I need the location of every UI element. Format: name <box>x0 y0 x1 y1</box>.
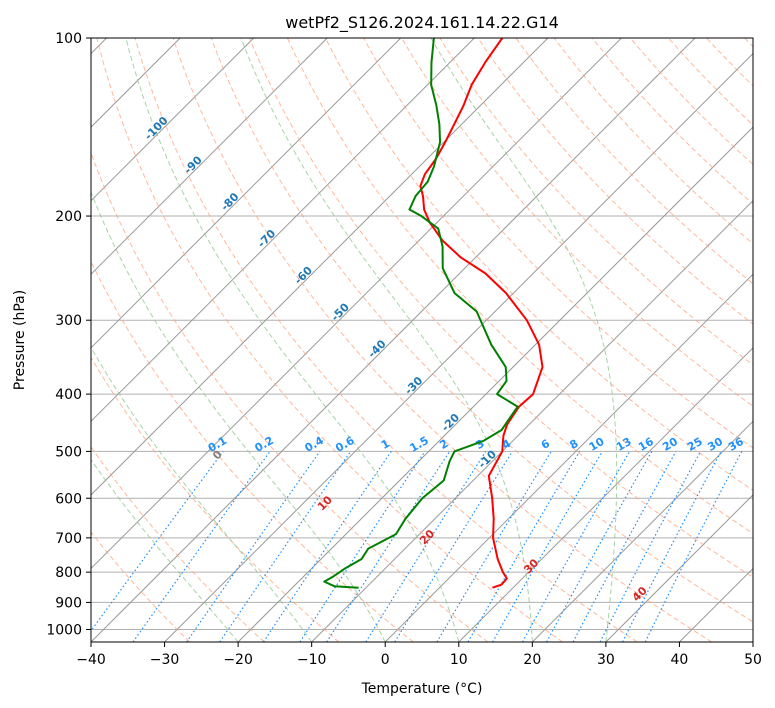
x-tick-label: 20 <box>523 652 541 668</box>
x-tick-label: 0 <box>381 652 390 668</box>
x-tick-label: 40 <box>671 652 689 668</box>
mixing-ratio-line <box>219 451 352 642</box>
x-tick-label: 30 <box>597 652 615 668</box>
skewed-isotherm-line <box>91 38 475 423</box>
skewed-isotherm-line <box>91 38 328 275</box>
moist-adiabat-line <box>91 346 313 642</box>
dry-adiabat-line <box>91 356 340 642</box>
x-tick-label: −20 <box>223 652 253 668</box>
dewpoint-profile-line <box>323 38 519 589</box>
y-axis-title: Pressure (hPa) <box>12 290 28 390</box>
plot-frame <box>90 37 754 643</box>
mixing-ratio-line <box>467 451 581 642</box>
mixing-ratio-line <box>521 451 631 642</box>
dry-adiabat-line <box>91 260 414 642</box>
dry-adiabat-line <box>668 38 753 126</box>
isotherm-label: -40 <box>365 337 388 360</box>
y-tick-label: 600 <box>55 491 82 507</box>
dry-adiabat-line <box>744 38 753 48</box>
x-tick-label: 50 <box>744 652 762 668</box>
dry-adiabat-line <box>96 38 563 642</box>
mixing-ratio-line <box>572 451 677 642</box>
skewed-isotherm-line <box>91 38 622 570</box>
moist-adiabat-line <box>430 38 618 642</box>
mixing-ratio-line <box>546 451 653 642</box>
skewed-isotherm-line <box>458 347 753 642</box>
skewed-isotherm-line <box>237 126 753 642</box>
mixing-ratio-line <box>599 451 702 642</box>
isotherm-label: -60 <box>292 264 315 287</box>
tick-layer: −40 −30 −20 −10 0 10 20 30 40 50 100 200 300 400 500 60… <box>46 31 762 668</box>
mixing-ratio-line <box>436 451 552 642</box>
moist-adiabat-line <box>240 38 533 642</box>
mixing-ratio-label: 6 <box>539 437 552 452</box>
mixing-ratio-line <box>365 451 487 642</box>
mixing-ratio-line <box>326 451 451 642</box>
mixing-ratio-line <box>492 451 603 642</box>
y-tick-label: 800 <box>55 565 82 581</box>
skewed-isotherm-line <box>91 38 402 349</box>
mixing-ratio-line <box>622 451 722 642</box>
y-tick-label: 400 <box>55 387 82 403</box>
dry-adiabat-line <box>401 38 753 407</box>
series-layer <box>323 38 544 589</box>
y-tick-label: 200 <box>55 209 82 225</box>
skewed-isotherm-line <box>91 38 255 202</box>
dry-adiabat-line <box>91 445 265 642</box>
dry-adiabat-line <box>210 38 753 623</box>
skewed-isotherm-line <box>384 273 753 642</box>
dry-adiabat-line <box>477 38 753 325</box>
skewed-isotherm-line <box>91 38 696 642</box>
x-tick-label: −30 <box>150 652 180 668</box>
grid-layer: 0.1 0.2 0.4 0.6 1 1.5 2 3 4 6 8 10 13 16 20 25 30 36-100-… <box>91 38 753 642</box>
x-tick-label: 10 <box>450 652 468 668</box>
y-tick-label: 900 <box>55 595 82 611</box>
dry-adiabat-line <box>91 531 191 642</box>
dry-adiabat-line <box>553 38 753 245</box>
dry-adiabat-line <box>591 38 753 205</box>
moist-adiabat-line <box>91 190 386 642</box>
dry-adiabat-line <box>172 38 713 642</box>
isotherm-label: -80 <box>218 190 241 213</box>
moist-adiabat-line <box>125 38 460 642</box>
skewed-isotherm-line <box>531 420 753 642</box>
y-tick-label: 500 <box>55 444 82 460</box>
mixing-ratio-line <box>299 451 426 642</box>
y-tick-label: 300 <box>55 313 82 329</box>
isotherm-label: -70 <box>255 227 278 250</box>
x-tick-label: −40 <box>76 652 106 668</box>
x-tick-label: −10 <box>297 652 327 668</box>
mixing-ratio-line <box>132 451 271 642</box>
mixing-ratio-label: 1 <box>379 437 392 452</box>
dry-adiabat-label: 30 <box>521 556 541 576</box>
mixing-ratio-line <box>644 451 743 642</box>
dry-adiabat-line <box>91 151 489 642</box>
temperature-profile-line <box>419 38 544 589</box>
x-axis-title: Temperature (°C) <box>361 681 483 697</box>
skewed-isotherm-line <box>164 52 753 642</box>
dry-adiabat-line <box>706 38 753 87</box>
dry-adiabat-line <box>286 38 753 535</box>
isotherm-label: -90 <box>182 153 205 176</box>
dry-adiabat-line <box>363 38 753 449</box>
dry-adiabat-line <box>515 38 753 285</box>
dry-adiabat-line <box>325 38 753 491</box>
skewed-isotherm-line <box>679 567 753 642</box>
moist-adiabat-line <box>91 458 239 642</box>
dry-adiabat-line <box>134 38 638 642</box>
mixing-ratio-line <box>394 451 513 642</box>
y-tick-label: 700 <box>55 531 82 547</box>
isotherm-label: -20 <box>439 411 462 434</box>
skewed-isotherm-line <box>752 641 753 642</box>
dry-adiabat-line <box>248 38 753 578</box>
chart-title: wetPf2_S126.2024.161.14.22.G14 <box>285 13 559 33</box>
mixing-ratio-label: 8 <box>567 437 580 452</box>
skewed-isotherm-line <box>91 38 549 496</box>
dry-adiabat-line <box>439 38 753 366</box>
skewed-isotherm-line <box>605 494 753 642</box>
mixing-ratio-line <box>91 451 224 632</box>
y-tick-label: 1000 <box>46 622 82 638</box>
y-tick-label: 100 <box>55 31 82 47</box>
